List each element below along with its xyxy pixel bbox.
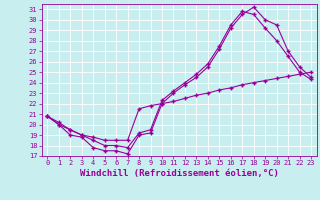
X-axis label: Windchill (Refroidissement éolien,°C): Windchill (Refroidissement éolien,°C) xyxy=(80,169,279,178)
